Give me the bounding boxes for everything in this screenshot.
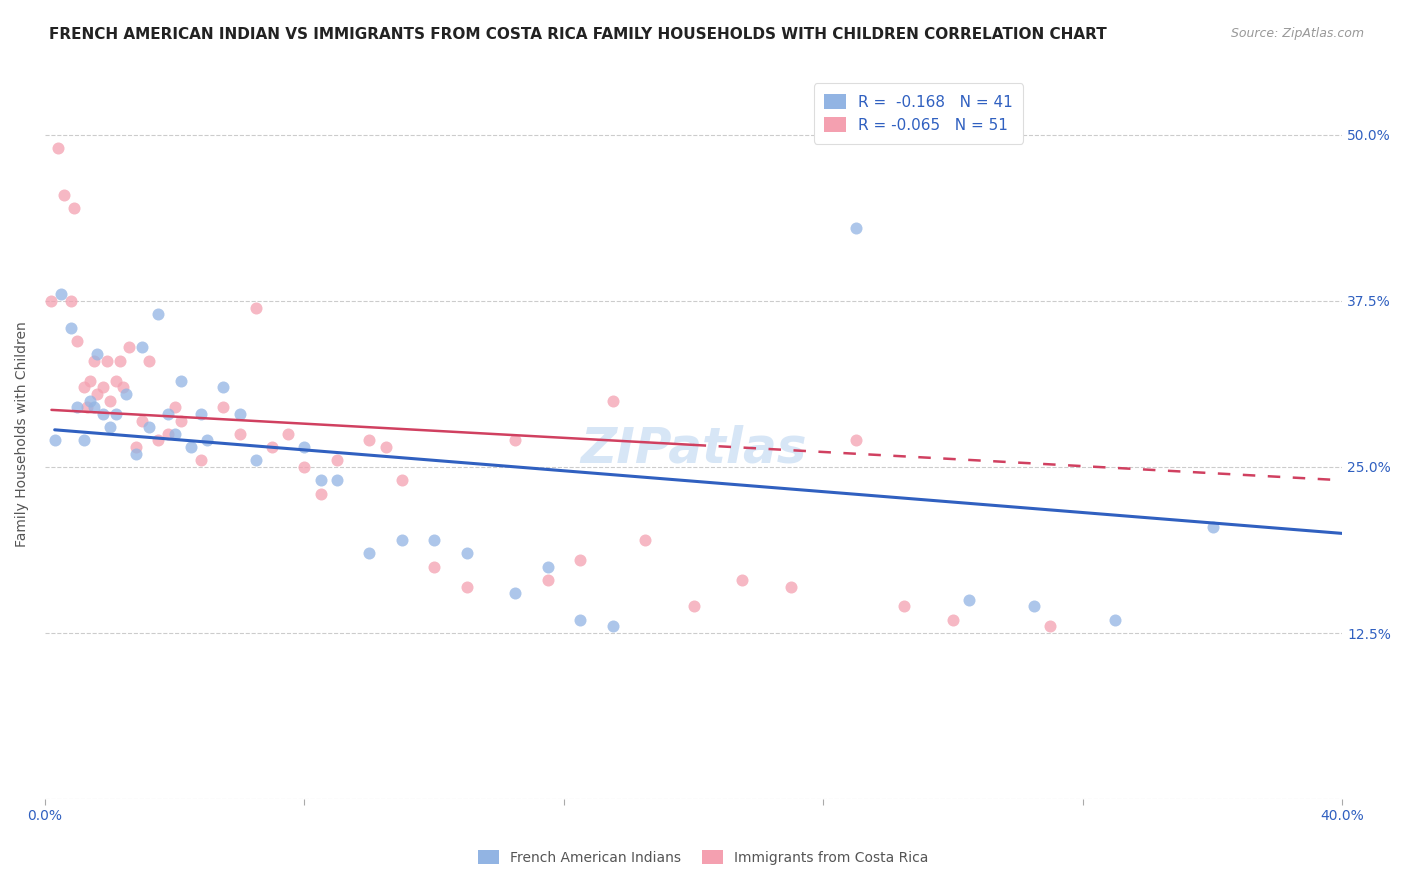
Point: [46, 141, 69, 155]
Point: [163, 426, 186, 441]
Point: [118, 341, 141, 355]
Point: [374, 440, 396, 454]
Point: [86, 387, 108, 401]
Point: [73, 434, 96, 448]
Point: [111, 380, 134, 394]
Point: [79, 374, 101, 388]
Point: [93, 407, 115, 421]
Point: [98, 420, 121, 434]
Point: [212, 401, 235, 415]
Point: [105, 374, 128, 388]
Point: [845, 221, 868, 235]
Point: [163, 401, 186, 415]
Point: [170, 374, 193, 388]
Point: [108, 353, 131, 368]
Point: [76, 401, 98, 415]
Point: [190, 453, 212, 467]
Point: [1104, 613, 1126, 627]
Point: [602, 393, 624, 408]
Point: [148, 434, 170, 448]
Point: [83, 353, 105, 368]
Point: [537, 573, 560, 587]
Point: [157, 407, 180, 421]
Point: [190, 407, 212, 421]
Point: [359, 546, 381, 560]
Point: [66, 334, 89, 348]
Point: [73, 380, 96, 394]
Point: [391, 533, 413, 547]
Point: [105, 407, 128, 421]
Text: Source: ZipAtlas.com: Source: ZipAtlas.com: [1230, 27, 1364, 40]
Point: [456, 546, 478, 560]
Point: [309, 486, 332, 500]
Point: [602, 619, 624, 633]
Point: [1201, 520, 1223, 534]
Point: [294, 440, 316, 454]
Point: [1039, 619, 1062, 633]
Point: [423, 559, 446, 574]
Legend: French American Indians, Immigrants from Costa Rica: French American Indians, Immigrants from…: [471, 844, 935, 871]
Point: [569, 553, 592, 567]
Point: [503, 586, 526, 600]
Point: [131, 413, 153, 427]
Point: [1024, 599, 1046, 614]
Point: [326, 453, 349, 467]
Point: [148, 307, 170, 321]
Point: [212, 380, 235, 394]
Point: [845, 434, 868, 448]
Point: [391, 473, 413, 487]
Point: [359, 434, 381, 448]
Point: [157, 426, 180, 441]
Text: FRENCH AMERICAN INDIAN VS IMMIGRANTS FROM COSTA RICA FAMILY HOUSEHOLDS WITH CHIL: FRENCH AMERICAN INDIAN VS IMMIGRANTS FRO…: [49, 27, 1107, 42]
Y-axis label: Family Households with Children: Family Households with Children: [15, 321, 30, 547]
Point: [309, 473, 332, 487]
Point: [51, 287, 73, 301]
Point: [423, 533, 446, 547]
Point: [326, 473, 349, 487]
Point: [634, 533, 657, 547]
Point: [86, 347, 108, 361]
Point: [131, 341, 153, 355]
Legend: R =  -0.168   N = 41, R = -0.065   N = 51: R = -0.168 N = 41, R = -0.065 N = 51: [814, 84, 1024, 144]
Point: [245, 453, 267, 467]
Point: [63, 201, 86, 215]
Point: [138, 353, 160, 368]
Point: [79, 393, 101, 408]
Point: [682, 599, 704, 614]
Point: [503, 434, 526, 448]
Point: [731, 573, 754, 587]
Point: [98, 393, 121, 408]
Point: [44, 434, 66, 448]
Point: [115, 387, 138, 401]
Point: [170, 413, 193, 427]
Point: [93, 380, 115, 394]
Point: [228, 407, 250, 421]
Point: [59, 320, 82, 334]
Point: [59, 293, 82, 308]
Point: [180, 440, 202, 454]
Point: [277, 426, 299, 441]
Point: [569, 613, 592, 627]
Point: [138, 420, 160, 434]
Point: [893, 599, 915, 614]
Point: [195, 434, 218, 448]
Point: [53, 187, 76, 202]
Point: [66, 401, 89, 415]
Point: [294, 460, 316, 475]
Point: [780, 580, 803, 594]
Point: [228, 426, 250, 441]
Point: [537, 559, 560, 574]
Point: [245, 301, 267, 315]
Point: [125, 447, 148, 461]
Point: [41, 293, 63, 308]
Point: [942, 613, 965, 627]
Point: [83, 401, 105, 415]
Point: [125, 440, 148, 454]
Text: ZIPatlas: ZIPatlas: [581, 425, 807, 473]
Point: [260, 440, 283, 454]
Point: [96, 353, 118, 368]
Point: [957, 592, 980, 607]
Point: [456, 580, 478, 594]
